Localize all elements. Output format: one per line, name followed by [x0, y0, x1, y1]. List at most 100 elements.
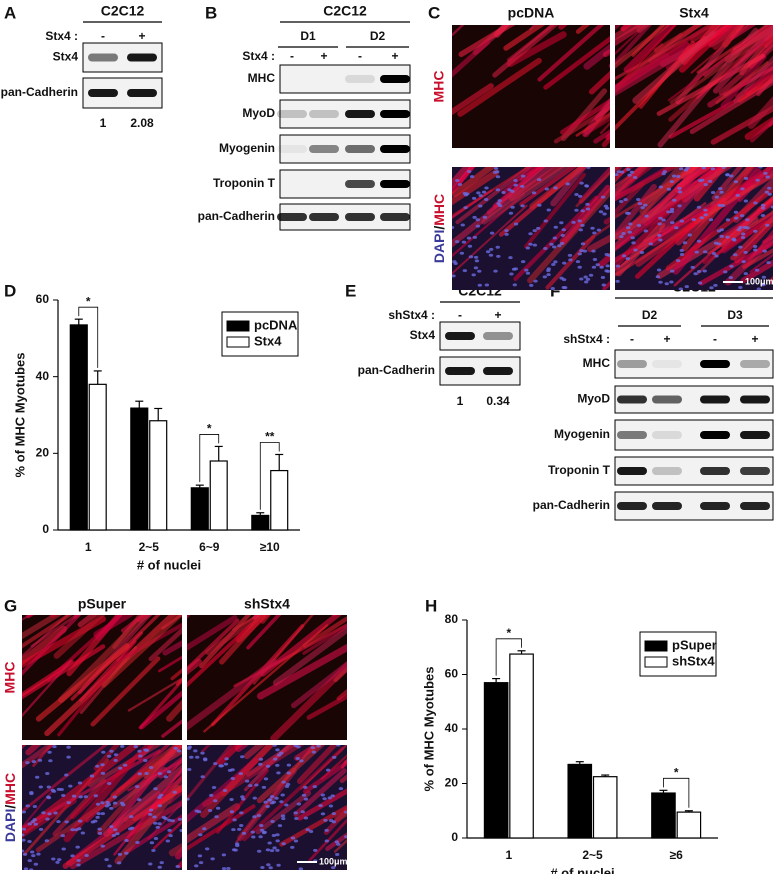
nucleus [658, 216, 663, 220]
nucleus [97, 831, 103, 835]
nucleus [207, 809, 213, 813]
nucleus [296, 802, 302, 806]
blot-band [700, 502, 730, 510]
nucleus [273, 757, 278, 761]
myotube [715, 61, 769, 105]
nucleus [104, 858, 109, 862]
nucleus [248, 784, 253, 788]
nucleus [643, 203, 648, 207]
nucleus [261, 785, 267, 789]
nucleus [269, 795, 275, 799]
row-label: MHC [2, 662, 18, 694]
nucleus [293, 839, 299, 843]
nucleus [714, 254, 719, 258]
nucleus [729, 264, 734, 268]
nucleus [495, 175, 501, 179]
myotube [615, 183, 657, 241]
myotube [325, 832, 347, 852]
myotube [101, 615, 182, 688]
nucleus [198, 861, 204, 865]
nucleus [481, 190, 487, 194]
nucleus [488, 253, 494, 257]
nucleus [762, 249, 767, 253]
nucleus [615, 264, 621, 268]
nucleus [323, 818, 328, 822]
nucleus [34, 775, 40, 779]
nucleus [760, 206, 766, 210]
nucleus [703, 183, 708, 187]
nucleus [736, 228, 742, 232]
nucleus [210, 857, 215, 861]
nucleus [25, 761, 30, 765]
nucleus [758, 167, 763, 169]
blot-band [345, 180, 375, 188]
myotube [631, 25, 665, 57]
y-tick-label: 40 [445, 721, 459, 735]
nucleus [733, 253, 738, 257]
nucleus [204, 847, 210, 851]
blot-header: C2C12 [323, 3, 367, 19]
blot-band [445, 367, 475, 375]
nucleus [738, 226, 743, 230]
nucleus [237, 827, 242, 831]
condition-label: Stx4 : [242, 49, 275, 63]
condition-sign: + [494, 308, 501, 322]
nucleus [152, 815, 157, 819]
nucleus [478, 204, 483, 208]
myotube [752, 167, 773, 187]
nucleus [76, 858, 81, 862]
nucleus [562, 261, 567, 265]
nucleus [623, 198, 628, 202]
myotube [724, 26, 773, 63]
nucleus [524, 268, 529, 272]
nucleus [117, 852, 123, 856]
nucleus [579, 277, 584, 281]
nucleus [41, 811, 46, 815]
myotube [771, 209, 773, 214]
myotube [361, 762, 421, 795]
nucleus [95, 764, 100, 768]
nucleus [568, 258, 573, 262]
nucleus [595, 263, 600, 267]
myotube [615, 25, 648, 56]
nucleus [574, 193, 579, 197]
nucleus [281, 817, 286, 821]
myotube [747, 95, 773, 129]
nucleus [544, 187, 549, 191]
nucleus [77, 827, 82, 831]
myotube [452, 39, 491, 78]
nucleus [472, 235, 478, 239]
blot-row-label: pan-Cadherin [1, 85, 78, 99]
x-tick-label: 2~5 [582, 848, 603, 862]
nucleus [231, 828, 236, 832]
nucleus [45, 771, 50, 775]
myotube [575, 170, 610, 208]
nucleus [263, 777, 269, 781]
nucleus [616, 170, 622, 174]
nucleus [687, 233, 693, 237]
nucleus [716, 242, 722, 246]
nucleus [462, 269, 468, 273]
myotube [740, 259, 773, 284]
myotube [583, 43, 610, 70]
error-bar [135, 400, 144, 409]
myotube [575, 111, 610, 137]
myotube [291, 660, 347, 709]
condition-label: shStx4 : [388, 308, 435, 322]
micrograph-content [615, 25, 773, 148]
myotube [93, 745, 121, 771]
blot-band [617, 360, 647, 368]
nucleus [619, 235, 624, 239]
bar [676, 811, 702, 839]
nucleus [627, 173, 632, 177]
condition-label: shStx4 : [563, 332, 610, 346]
nucleus [629, 170, 635, 174]
nucleus [531, 191, 537, 195]
timepoint-label: D1 [300, 29, 316, 43]
nucleus [603, 204, 609, 208]
nucleus [275, 848, 280, 852]
nucleus [579, 249, 584, 253]
nucleus [157, 772, 163, 776]
row-label-part: / [431, 226, 447, 230]
myotube [123, 814, 182, 855]
